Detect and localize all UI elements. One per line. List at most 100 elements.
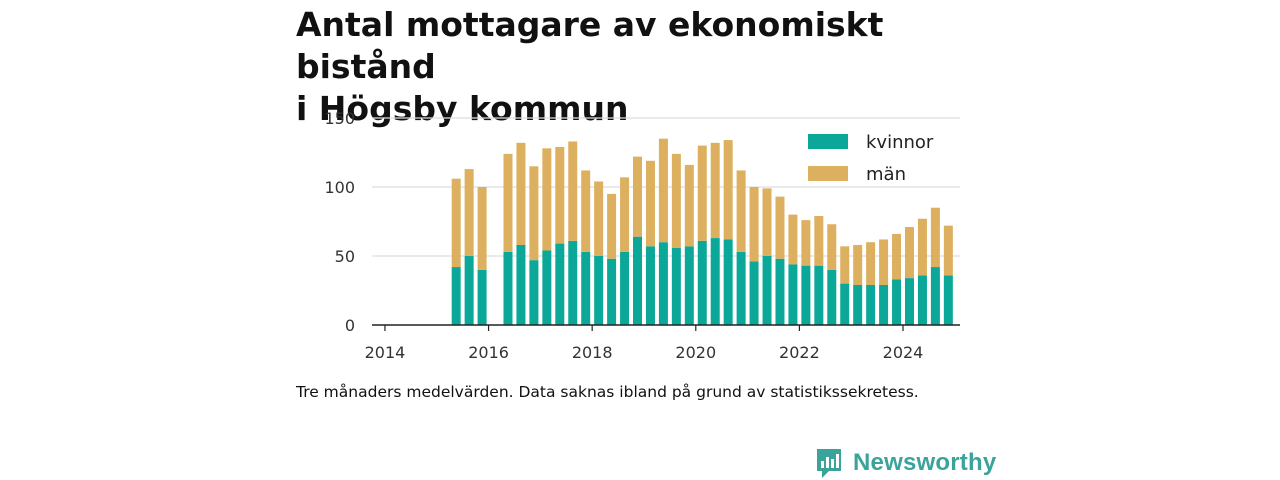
bar-kvinnor bbox=[633, 236, 643, 325]
bar-kvinnor bbox=[749, 261, 759, 325]
bar-man bbox=[866, 242, 876, 285]
bar-kvinnor bbox=[762, 256, 772, 325]
bar-man bbox=[879, 239, 889, 285]
bar-kvinnor bbox=[477, 269, 487, 325]
bar-kvinnor bbox=[568, 240, 578, 325]
bar-kvinnor bbox=[892, 279, 902, 325]
bar-kvinnor bbox=[542, 250, 552, 325]
y-tick-label: 150 bbox=[324, 109, 355, 128]
bar-kvinnor bbox=[529, 260, 539, 325]
bar-man bbox=[555, 146, 565, 244]
x-tick-label: 2020 bbox=[675, 343, 716, 362]
bar-man bbox=[477, 187, 487, 270]
bar-man bbox=[930, 207, 940, 268]
legend-label-man: män bbox=[866, 164, 906, 185]
bar-kvinnor bbox=[853, 284, 863, 325]
bar-kvinnor bbox=[814, 265, 824, 325]
bar-man bbox=[762, 188, 772, 256]
bar-kvinnor bbox=[516, 244, 526, 325]
brand-name: Newsworthy bbox=[853, 449, 997, 476]
bar-man bbox=[723, 140, 733, 240]
bar-kvinnor bbox=[451, 267, 461, 325]
x-tick-label: 2022 bbox=[779, 343, 820, 362]
bar-kvinnor bbox=[775, 258, 785, 325]
bar-kvinnor bbox=[723, 239, 733, 325]
chart-title: Antal mottagare av ekonomiskt bistånd i … bbox=[296, 4, 1016, 130]
y-tick-label: 50 bbox=[335, 247, 355, 266]
bar-man bbox=[892, 233, 902, 280]
bar-kvinnor bbox=[736, 251, 746, 325]
bar-kvinnor bbox=[464, 256, 474, 325]
legend-swatch-man bbox=[808, 166, 848, 181]
bar-man bbox=[671, 153, 681, 248]
bar-man bbox=[840, 246, 850, 284]
bar-man bbox=[775, 196, 785, 259]
bar-man bbox=[503, 153, 513, 252]
bar-man bbox=[684, 164, 694, 247]
bar-man bbox=[917, 218, 927, 276]
bar-man bbox=[943, 225, 953, 276]
x-tick-label: 2018 bbox=[572, 343, 613, 362]
legend-label-kvinnor: kvinnor bbox=[866, 132, 934, 153]
bar-kvinnor bbox=[645, 246, 655, 325]
bar-chart-speech-bubble-icon bbox=[817, 449, 841, 478]
bar-man bbox=[645, 160, 655, 247]
bar-kvinnor bbox=[620, 251, 630, 325]
bar-kvinnor bbox=[607, 258, 617, 325]
bar-man bbox=[542, 148, 552, 251]
bar-man bbox=[568, 141, 578, 241]
y-tick-label: 0 bbox=[345, 316, 355, 335]
bar-man bbox=[529, 166, 539, 261]
bar-man bbox=[658, 138, 668, 243]
bar-kvinnor bbox=[840, 283, 850, 325]
x-tick-label: 2016 bbox=[468, 343, 509, 362]
bar-man bbox=[633, 156, 643, 237]
bar-man bbox=[710, 142, 720, 239]
legend: kvinnor män bbox=[798, 124, 946, 186]
bar-kvinnor bbox=[671, 247, 681, 325]
bar-kvinnor bbox=[866, 284, 876, 325]
bar-man bbox=[827, 224, 837, 270]
bar-man bbox=[736, 170, 746, 252]
bars bbox=[451, 138, 953, 325]
chart-title-line-1: Antal mottagare av ekonomiskt bistånd bbox=[296, 5, 884, 86]
bar-man bbox=[516, 142, 526, 245]
bar-man bbox=[814, 215, 824, 266]
bar-man bbox=[594, 181, 604, 256]
bar-man bbox=[801, 220, 811, 266]
bar-kvinnor bbox=[879, 284, 889, 325]
bar-kvinnor bbox=[684, 246, 694, 325]
bar-man bbox=[581, 170, 591, 252]
bar-kvinnor bbox=[658, 242, 668, 325]
x-tick-label: 2024 bbox=[883, 343, 924, 362]
bar-man bbox=[904, 227, 914, 279]
brand-logo[interactable]: Newsworthy bbox=[815, 446, 996, 480]
bar-kvinnor bbox=[555, 243, 565, 325]
bar-man bbox=[749, 187, 759, 262]
bar-man bbox=[697, 145, 707, 241]
bar-man bbox=[620, 177, 630, 252]
bar-kvinnor bbox=[710, 238, 720, 325]
y-tick-label: 100 bbox=[324, 178, 355, 197]
bar-kvinnor bbox=[503, 251, 513, 325]
bar-kvinnor bbox=[788, 264, 798, 325]
chart-title-line-2: i Högsby kommun bbox=[296, 89, 629, 128]
bar-kvinnor bbox=[930, 267, 940, 325]
x-tick-label: 2014 bbox=[365, 343, 406, 362]
chart-caption: Tre månaders medelvärden. Data saknas ib… bbox=[296, 383, 919, 401]
bar-man bbox=[451, 178, 461, 268]
axes: 0 50 100 150 2014 2016 2018 2020 2022 2024 bbox=[324, 109, 960, 362]
bar-kvinnor bbox=[594, 256, 604, 325]
bar-kvinnor bbox=[697, 240, 707, 325]
bar-kvinnor bbox=[801, 265, 811, 325]
bar-man bbox=[464, 169, 474, 256]
legend-swatch-kvinnor bbox=[808, 134, 848, 149]
bar-man bbox=[788, 214, 798, 265]
bar-kvinnor bbox=[943, 275, 953, 325]
bar-man bbox=[607, 193, 617, 259]
bar-kvinnor bbox=[904, 278, 914, 325]
bar-kvinnor bbox=[827, 269, 837, 325]
bar-man bbox=[853, 244, 863, 285]
bar-kvinnor bbox=[581, 251, 591, 325]
